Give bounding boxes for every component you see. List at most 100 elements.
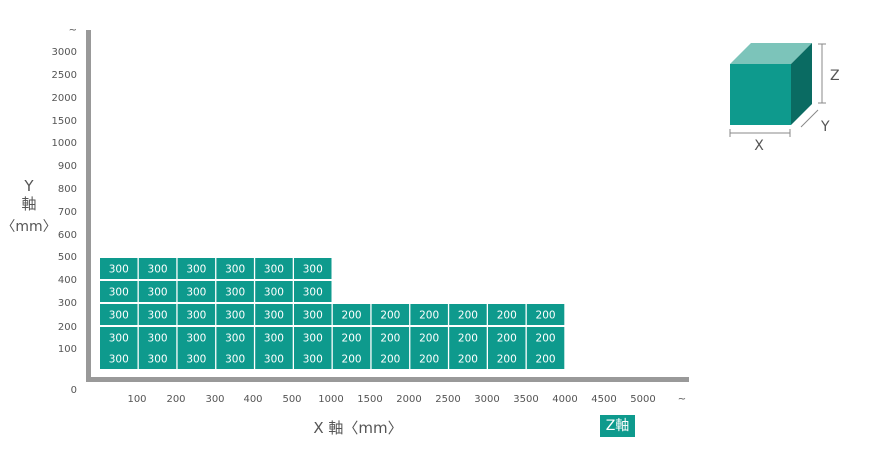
capacity-cell [100,327,138,348]
y-tick-label: 600 [58,230,77,241]
capacity-cell-label: 300 [225,310,245,322]
capacity-cell-label: 200 [380,310,400,322]
y-tick-label: 700 [58,207,77,218]
capacity-cell-label: 200 [342,333,362,345]
capacity-cell [526,348,565,369]
cube-label-x: X [754,138,764,154]
y-tick-label: 800 [58,184,77,195]
capacity-cell-label: 200 [380,333,400,345]
y-tick-label: 2000 [52,93,77,104]
capacity-cell-label: 200 [536,333,556,345]
capacity-cell [488,327,526,348]
x-tick-label: 100 [127,394,146,405]
x-tick-label: 1000 [318,394,343,405]
capacity-cell-label: 300 [186,287,206,299]
y-tick-label: 1500 [52,116,77,127]
capacity-cell [332,327,371,348]
y-tick-label: 2500 [52,70,77,81]
capacity-cell [216,348,254,369]
x-tick-label: 200 [166,394,185,405]
capacity-cell [177,327,216,348]
capacity-cell-label: 200 [536,310,556,322]
x-tick-label: 500 [282,394,301,405]
capacity-cell-label: 300 [225,333,245,345]
x-tick-label: 3500 [513,394,538,405]
capacity-cell-label: 300 [148,287,168,299]
capacity-cell [177,304,216,325]
capacity-cell [488,304,526,325]
capacity-cell-label: 300 [225,287,245,299]
y-axis-line [86,30,91,382]
capacity-cell-label: 300 [303,354,323,366]
x-tick-label: 300 [205,394,224,405]
y-tick-label: 100 [58,344,77,355]
capacity-cell-label: 300 [186,354,206,366]
cube-label-z: Z [830,68,840,84]
capacity-cell-label: 300 [264,333,284,345]
y-tick-label: 1000 [52,138,77,149]
capacity-cell [138,258,177,279]
cube-label-y: Y [820,119,830,135]
capacity-cell [216,258,254,279]
capacity-cell [294,304,332,325]
y-axis-title-line3: 〈mm〉 [1,219,56,235]
capacity-cell [100,281,138,302]
capacity-cell-label: 200 [458,354,478,366]
capacity-cell-label: 300 [303,264,323,276]
capacity-cell-label: 300 [109,333,129,345]
capacity-cell-label: 300 [109,354,129,366]
capacity-cell [410,304,448,325]
capacity-cell-label: 200 [458,333,478,345]
capacity-cell [138,348,177,369]
capacity-cell [488,348,526,369]
capacity-cell-label: 200 [497,333,517,345]
y-tick-label: 400 [58,275,77,286]
y-axis-title-line1: Y [23,177,34,195]
cube-top-face [730,43,812,64]
capacity-cell-label: 200 [497,354,517,366]
capacity-cell [216,304,254,325]
capacity-cell [526,327,565,348]
x-tick-label: 2500 [435,394,460,405]
x-tick-label: 3000 [474,394,499,405]
y-tick-label: 200 [58,322,77,333]
capacity-cell-label: 200 [497,310,517,322]
capacity-cell [138,327,177,348]
capacity-cell [449,304,487,325]
capacity-cell-label: 300 [264,310,284,322]
y-tick-label: 300 [58,298,77,309]
y-tick-label: 500 [58,252,77,263]
capacity-cell [449,348,487,369]
x-axis-title: X 軸〈mm〉 [313,419,402,437]
z-axis-badge: Z軸 [600,415,635,437]
cube-side-face [791,43,812,125]
y-tick-label: 0 [71,385,77,396]
capacity-cell [371,304,410,325]
capacity-cell-label: 300 [186,333,206,345]
cube-y-dim-line [800,109,819,128]
capacity-cell-label: 300 [186,310,206,322]
x-axis-line [86,377,689,382]
capacity-cell-label: 300 [148,310,168,322]
capacity-cell-label: 200 [342,310,362,322]
capacity-cell-label: 300 [303,287,323,299]
capacity-cell [294,281,332,302]
capacity-cell-label: 300 [264,287,284,299]
x-tick-label: 4500 [591,394,616,405]
x-tick-label: 1500 [357,394,382,405]
capacity-cell [255,281,293,302]
capacity-cell-label: 300 [109,287,129,299]
capacity-cell [294,258,332,279]
y-axis-title-line2: 軸 [21,195,36,213]
capacity-cell-label: 200 [419,333,439,345]
capacity-cell-label: 300 [225,264,245,276]
capacity-cell-label: 300 [225,354,245,366]
capacity-cells: 300 300 300 300 300 300 300 300 300 300 300 300 300 3… [100,258,565,369]
axes [86,30,689,382]
capacity-cell-label: 300 [109,264,129,276]
y-tick-label: 900 [58,161,77,172]
y-axis-ticks: ~300025002000150010009008007006005004003… [52,25,77,396]
capacity-cell-label: 200 [458,310,478,322]
capacity-cell [294,348,332,369]
